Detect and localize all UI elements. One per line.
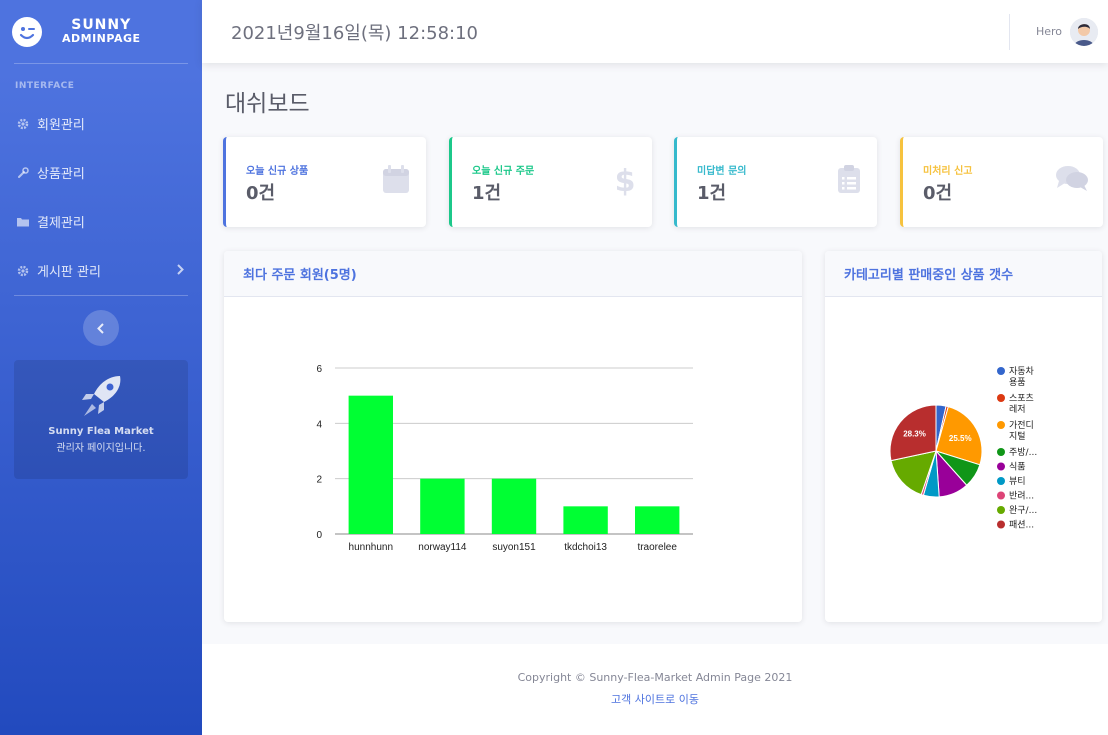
rocket-icon: [76, 374, 126, 420]
legend-label: 스포츠: [1009, 393, 1034, 404]
legend-swatch: [997, 448, 1005, 456]
datetime-display: 2021년9월16일(목) 12:58:10: [231, 22, 479, 44]
top-customers-panel: 최다 주문 회원(5명) 0 2 4 6 hunnhunn norway114 suyon1…: [224, 251, 802, 622]
user-name[interactable]: Hero: [1035, 25, 1062, 38]
pie-slice-label: 25.5%: [949, 434, 972, 443]
legend-label: 주방/...: [1009, 447, 1037, 458]
card-label: 미처리 신고: [923, 166, 973, 177]
card-label: 오늘 신규 주문: [472, 166, 535, 177]
card-value: 0건: [923, 183, 953, 204]
pie-slice[interactable]: [889, 404, 937, 462]
chevron-right-icon: [177, 263, 184, 278]
y-tick-label: 2: [316, 475, 322, 486]
calendar-icon: [382, 164, 410, 198]
wink-face-icon: [12, 16, 42, 47]
legend-label: 뷰티: [1009, 476, 1026, 487]
gear-icon: [16, 264, 29, 277]
clipboard-icon: [837, 164, 861, 198]
card-value: 1건: [697, 183, 727, 204]
legend-swatch: [997, 394, 1005, 402]
sidebar-divider: [14, 63, 188, 64]
sidebar-promo-card: Sunny Flea Market 관리자 페이지입니다.: [14, 360, 188, 479]
comments-icon: [1055, 164, 1089, 196]
legend-label: 지털: [1009, 430, 1026, 442]
sidebar-divider: [14, 295, 188, 296]
y-tick-label: 6: [316, 364, 322, 375]
legend-swatch: [997, 506, 1005, 514]
bar[interactable]: [563, 506, 608, 534]
footer: Copyright © Sunny-Flea-Market Admin Page…: [202, 644, 1108, 735]
card-label: 오늘 신규 상품: [246, 166, 309, 177]
panel-title: 최다 주문 회원(5명): [224, 251, 802, 297]
promo-title: Sunny Flea Market: [48, 426, 154, 437]
legend-swatch: [997, 462, 1005, 471]
top-customers-bar-chart: 0 2 4 6 hunnhunn norway114 suyon151 tkdchoi13 tr…: [316, 364, 693, 553]
legend-label: 패션...: [1009, 520, 1034, 531]
stat-card-new-products[interactable]: 오늘 신규 상품 0건: [223, 137, 426, 227]
stat-card-new-orders[interactable]: 오늘 신규 주문 1건 $: [449, 137, 652, 227]
sidebar: SUNNY ADMINPAGE INTERFACE 회원관리 상품관리 결제관리…: [0, 0, 202, 735]
brand-line2: ADMINPAGE: [62, 32, 141, 46]
copyright-text: Copyright © Sunny-Flea-Market Admin Page…: [517, 671, 793, 684]
sidebar-toggle-button[interactable]: [83, 310, 119, 346]
sidebar-item-label: 상품관리: [37, 167, 85, 182]
x-tick-label: traorelee: [637, 542, 677, 553]
legend-label: 식품: [1009, 462, 1026, 473]
customer-site-link[interactable]: 고객 사이트로 이동: [611, 693, 699, 706]
bar[interactable]: [348, 395, 393, 534]
bar[interactable]: [491, 478, 537, 534]
x-tick-label: tkdchoi13: [564, 542, 607, 553]
sidebar-item-board[interactable]: 게시판 관리: [0, 246, 202, 295]
legend-swatch: [997, 421, 1005, 429]
sidebar-item-payments[interactable]: 결제관리: [0, 197, 202, 246]
legend-swatch: [997, 491, 1005, 500]
legend-label: 완구/...: [1009, 505, 1037, 516]
promo-subtitle: 관리자 페이지입니다.: [56, 443, 146, 454]
panel-title: 카테고리별 판매중인 상품 갯수: [825, 251, 1102, 297]
avatar[interactable]: [1070, 17, 1098, 46]
legend-label: 반려...: [1009, 491, 1034, 502]
bar[interactable]: [420, 478, 465, 534]
gear-icon: [16, 117, 29, 130]
y-tick-label: 4: [316, 419, 322, 430]
legend-label: 용품: [1009, 377, 1026, 388]
topbar: 2021년9월16일(목) 12:58:10 Hero: [202, 0, 1108, 63]
sidebar-heading: INTERFACE: [15, 81, 75, 91]
legend-label: 자동차: [1009, 365, 1035, 377]
pie-slice-label: 28.3%: [903, 430, 926, 439]
stat-card-unanswered-inquiries[interactable]: 미답변 문의 1건: [674, 137, 877, 227]
legend-label: 레저: [1009, 404, 1026, 415]
topbar-divider: [1008, 13, 1010, 50]
dollar-icon: $: [615, 164, 636, 200]
bar[interactable]: [635, 506, 680, 534]
x-tick-label: suyon151: [492, 542, 536, 553]
page-title: 대쉬보드: [225, 91, 310, 117]
legend-label: 가전디: [1009, 420, 1034, 431]
x-tick-label: hunnhunn: [349, 542, 394, 553]
brand[interactable]: SUNNY ADMINPAGE: [0, 0, 202, 63]
svg-text:$: $: [616, 164, 634, 196]
legend-swatch: [997, 520, 1005, 529]
sidebar-item-label: 게시판 관리: [37, 265, 101, 280]
sidebar-item-label: 회원관리: [37, 118, 85, 133]
sidebar-item-label: 결제관리: [37, 216, 85, 231]
folder-icon: [16, 215, 29, 228]
chevron-left-icon: [97, 322, 104, 334]
y-tick-label: 0: [316, 530, 322, 541]
sidebar-item-members[interactable]: 회원관리: [0, 99, 202, 148]
x-tick-label: norway114: [418, 542, 467, 553]
stat-card-pending-reports[interactable]: 미처리 신고 0건: [900, 137, 1103, 227]
card-label: 미답변 문의: [697, 166, 747, 177]
brand-line1: SUNNY: [71, 17, 132, 34]
card-value: 0건: [246, 183, 276, 204]
legend-swatch: [997, 477, 1005, 485]
pie-slice[interactable]: [935, 406, 983, 466]
legend-swatch: [997, 367, 1005, 375]
sidebar-item-products[interactable]: 상품관리: [0, 148, 202, 197]
pie-slice[interactable]: [890, 450, 937, 496]
card-value: 1건: [472, 183, 502, 204]
wrench-icon: [16, 166, 29, 179]
